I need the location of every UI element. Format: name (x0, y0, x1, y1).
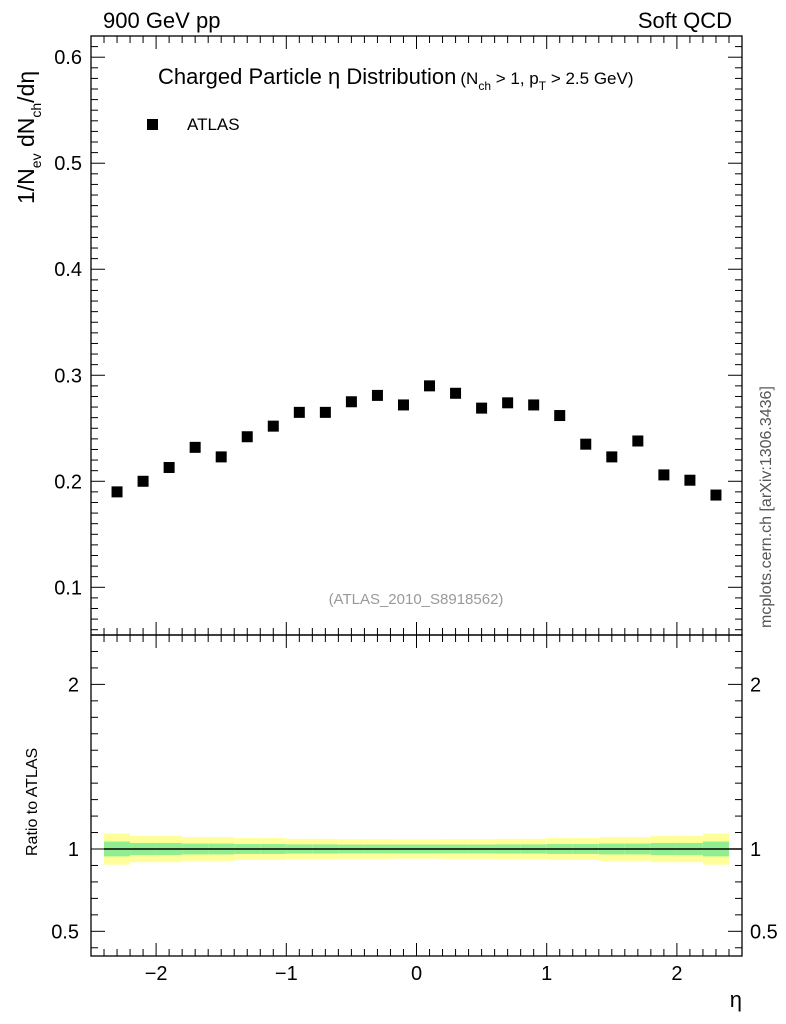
x-tick-label: 1 (541, 963, 552, 985)
data-point (684, 474, 696, 486)
main-data-points (111, 380, 722, 501)
chart-title: Charged Particle η Distribution (Nch > 1,… (158, 64, 634, 93)
title-suffix-sub2: T (539, 79, 547, 93)
ylabel-part-c: /dη (13, 71, 39, 103)
x-tick-label: −2 (145, 963, 168, 985)
data-point (267, 420, 279, 432)
y-tick-label: 0.3 (54, 365, 82, 387)
data-point (111, 486, 123, 498)
chart-title-main: Charged Particle η Distribution (158, 64, 456, 89)
data-point (476, 402, 488, 414)
ratio-y-tick-label-right: 1 (750, 839, 761, 861)
data-point (580, 438, 592, 450)
ratio-y-tick-label-left: 0.5 (51, 921, 79, 943)
y-tick-label: 0.4 (54, 259, 82, 281)
ratio-frame (90, 634, 743, 957)
y-tick-label: 0.5 (54, 153, 82, 175)
main-y-axis-label: 1/Nev dNch/dη (13, 71, 44, 204)
x-tick-labels: −2 −1 0 1 2 (145, 963, 683, 985)
data-point (528, 399, 540, 411)
title-suffix-pre: (N (460, 69, 478, 88)
x-tick-label: 0 (411, 963, 422, 985)
data-point (215, 451, 227, 463)
ylabel-part-b: dN (13, 118, 39, 154)
x-tick-label: −1 (275, 963, 298, 985)
ratio-y-tick-label-right: 2 (750, 674, 761, 696)
ratio-uncertainty-bands (104, 833, 742, 865)
data-point (293, 406, 305, 418)
x-tick-label: 2 (671, 963, 682, 985)
data-point (345, 396, 357, 408)
data-point (424, 380, 436, 392)
legend-label: ATLAS (187, 115, 240, 134)
y-tick-label: 0.6 (54, 47, 82, 69)
data-point (450, 387, 462, 399)
data-point (606, 451, 618, 463)
process-label: Soft QCD (637, 8, 732, 33)
ratio-y-tick-label-left: 1 (68, 839, 79, 861)
data-point (241, 431, 253, 443)
ratio-y-tick-label-right: 0.5 (750, 921, 778, 943)
ylabel-part-a: 1/N (13, 168, 39, 204)
data-point (397, 399, 409, 411)
ratio-ticks (90, 635, 742, 956)
main-y-tick-labels: 0.1 0.2 0.3 0.4 0.5 0.6 (54, 47, 82, 599)
y-tick-label: 0.2 (54, 471, 82, 493)
y-tick-label: 0.1 (54, 577, 82, 599)
x-axis-label: η (730, 987, 742, 1012)
data-point (658, 469, 670, 481)
data-point (502, 397, 514, 409)
ylabel-sub-a: ev (28, 153, 44, 168)
ratio-y-axis-label: Ratio to ATLAS (24, 748, 41, 856)
title-suffix-mid: > 1, p (491, 69, 539, 88)
ratio-panel: 0.5 0.5 1 1 2 2 −2 −1 0 1 2 Ratio to ATLAS η (24, 635, 778, 1012)
data-point (189, 441, 201, 453)
data-point (137, 475, 149, 487)
main-panel: 0.10.20.30.40.50.6 1/Nev dNch/dη Charged… (13, 35, 742, 635)
ylabel-sub-b: ch (28, 103, 44, 118)
analysis-tag: (ATLAS_2010_S8918562) (329, 591, 504, 608)
ratio-y-tick-labels: 0.5 0.5 1 1 2 2 (51, 674, 778, 943)
title-suffix-sub1: ch (478, 79, 491, 93)
main-ticks (90, 35, 742, 635)
data-point (632, 435, 644, 447)
ratio-y-tick-label-left: 2 (68, 674, 79, 696)
data-point (710, 489, 722, 501)
data-point (554, 410, 566, 422)
data-point (319, 406, 331, 418)
data-point (163, 461, 175, 473)
energy-label: 900 GeV pp (103, 8, 221, 33)
legend-marker (147, 119, 158, 130)
data-point (371, 389, 383, 401)
title-suffix-post: > 2.5 GeV) (546, 69, 633, 88)
